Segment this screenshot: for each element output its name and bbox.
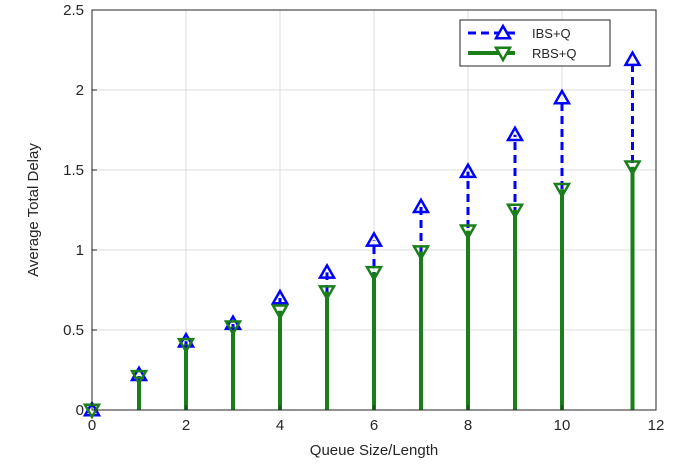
- ibs-marker: [623, 50, 642, 67]
- x-tick-label: 10: [554, 417, 571, 434]
- rbs-marker: [223, 320, 243, 337]
- ibs-marker: [317, 262, 337, 279]
- ibs-marker: [505, 125, 525, 142]
- x-tick-label: 2: [182, 417, 190, 434]
- y-tick-label: 0: [76, 402, 84, 419]
- rbs-marker: [176, 337, 196, 354]
- y-axis-label: Average Total Delay: [25, 143, 42, 277]
- rbs-marker: [623, 160, 642, 177]
- rbs-marker: [458, 224, 478, 241]
- y-tick-label: 2: [76, 82, 84, 99]
- ibs-marker: [270, 288, 290, 305]
- rbs-marker: [505, 203, 525, 220]
- legend-box: [459, 19, 611, 67]
- legend-ibs-label: IBS+Q: [532, 26, 571, 41]
- ibs-marker: [411, 197, 431, 214]
- legend: IBS+Q RBS+Q: [459, 19, 611, 67]
- y-tick-label: 1.5: [63, 162, 84, 179]
- y-tick-label: 0.5: [63, 322, 84, 339]
- x-axis-label: Queue Size/Length: [310, 442, 438, 459]
- axis-ticks: 0 2 4 6 8 10 12 0 0.5 1 1.5 2 2.5: [63, 2, 664, 434]
- y-tick-label: 2.5: [63, 2, 84, 19]
- rbs-marker: [129, 369, 149, 386]
- ibs-marker: [364, 230, 384, 247]
- rbs-marker: [552, 182, 572, 199]
- ibs-marker: [129, 365, 149, 382]
- rbs-marker: [364, 265, 384, 282]
- legend-ibs-marker: [493, 23, 513, 40]
- rbs-marker: [317, 285, 337, 302]
- ibs-marker: [458, 162, 478, 179]
- x-tick-label: 6: [370, 417, 378, 434]
- ibs-marker: [552, 88, 572, 105]
- legend-rbs-label: RBS+Q: [532, 46, 576, 61]
- markers: [82, 50, 642, 420]
- legend-rbs-marker: [493, 46, 513, 63]
- stems: [137, 59, 635, 410]
- x-tick-label: 8: [464, 417, 472, 434]
- x-tick-label: 4: [276, 417, 284, 434]
- rbs-marker: [270, 304, 290, 321]
- y-tick-label: 1: [76, 242, 84, 259]
- x-tick-label: 0: [88, 417, 96, 434]
- x-tick-label: 12: [648, 417, 665, 434]
- rbs-marker: [411, 245, 431, 262]
